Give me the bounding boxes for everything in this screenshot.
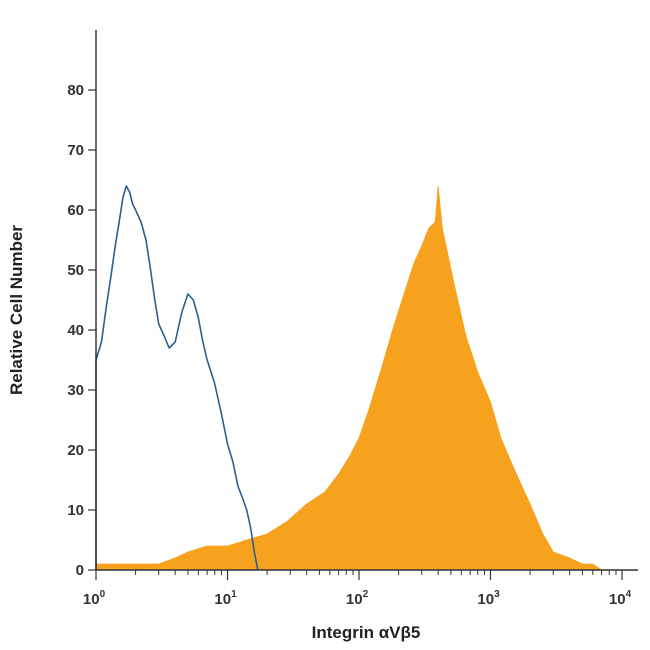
y-tick-label: 0 xyxy=(76,562,84,579)
x-tick-label: 104 xyxy=(609,589,632,608)
series-layer xyxy=(95,185,603,571)
y-axis-title: Relative Cell Number xyxy=(7,225,26,395)
x-axis-title: Integrin αVβ5 xyxy=(312,623,421,642)
y-tick-layer: 0 10 20 30 40 50 60 70 80 xyxy=(67,82,96,579)
y-tick-label: 50 xyxy=(67,262,84,279)
y-tick-label: 70 xyxy=(67,142,84,159)
filled-histogram-area xyxy=(95,185,603,571)
y-tick-label: 80 xyxy=(67,82,84,99)
x-tick-label: 101 xyxy=(214,589,237,608)
axes-layer xyxy=(95,30,638,571)
y-tick-label: 10 xyxy=(67,502,84,519)
x-tick-label: 102 xyxy=(346,589,369,608)
x-tick-label: 103 xyxy=(477,589,500,608)
x-tick-label: 100 xyxy=(83,589,106,608)
y-tick-label: 20 xyxy=(67,442,84,459)
outline-histogram-line xyxy=(95,185,259,571)
y-tick-label: 30 xyxy=(67,382,84,399)
y-tick-label: 40 xyxy=(67,322,84,339)
y-tick-label: 60 xyxy=(67,202,84,219)
x-tick-layer: 100 101 102 103 104 xyxy=(83,570,632,608)
